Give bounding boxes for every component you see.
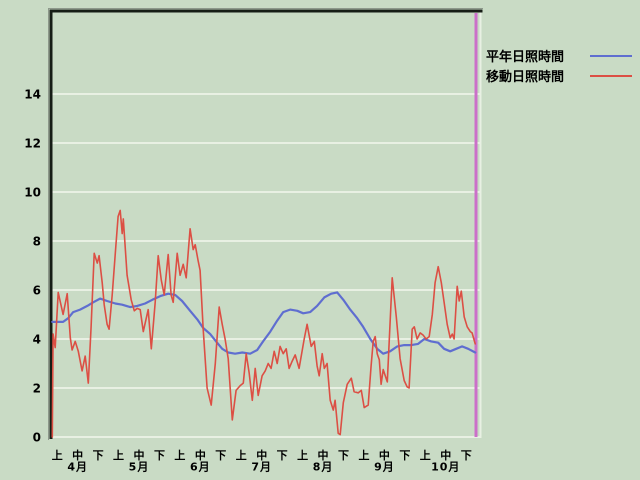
legend-line-sample-blue: [590, 54, 632, 57]
chart-legend: 平年日照時間 移動日照時間: [486, 46, 632, 85]
x-axis-period-label: 下: [154, 449, 165, 462]
x-axis-month-label: 4月: [67, 461, 88, 474]
x-axis-period-label: 上: [174, 448, 185, 462]
x-axis-period-label: 下: [461, 449, 472, 462]
x-axis-month-label: 8月: [313, 461, 334, 474]
x-axis-period-label: 下: [277, 449, 288, 462]
x-axis-period-label: 下: [399, 449, 410, 462]
y-axis-label-0: 0: [33, 431, 41, 445]
x-axis-period-label: 中: [72, 448, 83, 462]
legend-label-moving-sunshine: 移動日照時間: [486, 70, 565, 85]
y-axis-label-2: 2: [33, 382, 41, 396]
x-axis-period-label: 中: [134, 448, 145, 462]
y-axis-label-8: 8: [33, 235, 41, 249]
x-axis-period-label: 上: [52, 448, 63, 462]
x-axis-period-label: 下: [338, 449, 349, 462]
y-axis-label-10: 10: [24, 186, 41, 200]
x-axis-month-label: 5月: [129, 461, 150, 474]
series-line-0: [51, 291, 477, 355]
y-axis-label-12: 12: [24, 137, 41, 151]
x-axis-month-label: 10月: [431, 461, 460, 474]
x-axis-period-label: 中: [379, 448, 390, 462]
x-axis-period-label: 中: [440, 448, 451, 462]
x-axis-period-label: 上: [297, 448, 308, 462]
x-axis-month-label: 6月: [190, 461, 211, 474]
x-axis-period-label: 上: [358, 448, 369, 462]
x-axis-period-label: 下: [215, 449, 226, 462]
x-axis-period-label: 中: [256, 448, 267, 462]
x-axis-period-label: 上: [113, 448, 124, 462]
y-axis-label-4: 4: [33, 333, 41, 347]
y-axis-label-6: 6: [33, 284, 41, 298]
x-axis-period-label: 上: [420, 448, 431, 462]
x-axis-period-label: 中: [318, 448, 329, 462]
x-axis-period-label: 上: [236, 448, 247, 462]
legend-line-sample-red: [590, 74, 632, 77]
x-axis-month-label: 9月: [374, 461, 395, 474]
x-axis-period-label: 中: [195, 448, 206, 462]
x-axis-month-label: 7月: [251, 461, 272, 474]
y-axis-label-14: 14: [24, 88, 41, 102]
legend-label-normal-sunshine: 平年日照時間: [486, 50, 565, 65]
legend-row-normal: 平年日照時間: [486, 46, 632, 65]
legend-row-moving: 移動日照時間: [486, 66, 632, 85]
series-line-1: [51, 209, 477, 438]
x-axis-period-label: 下: [93, 449, 104, 462]
